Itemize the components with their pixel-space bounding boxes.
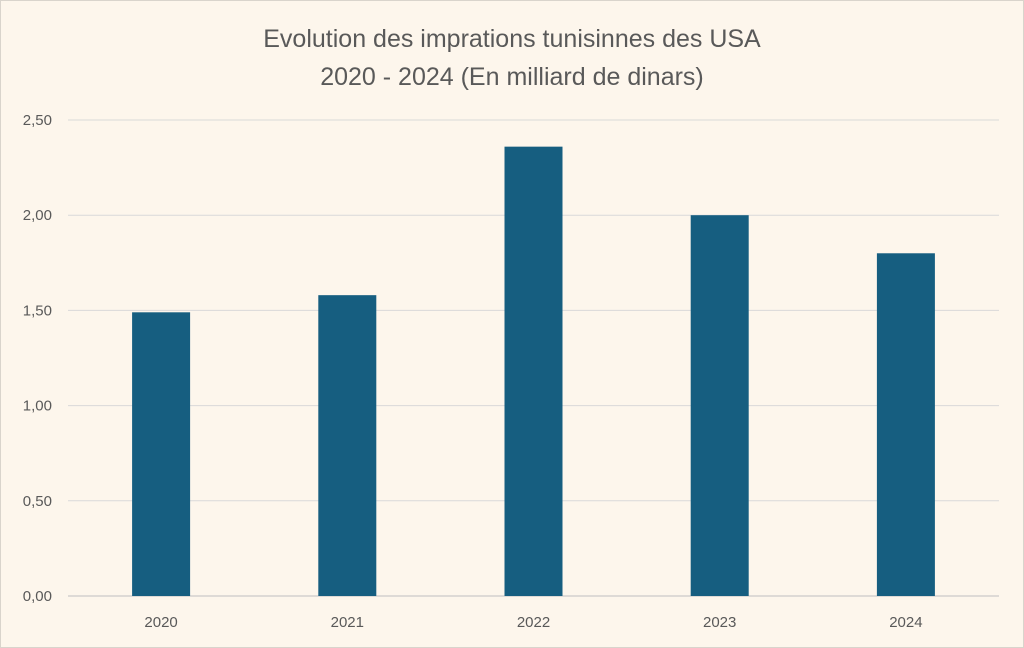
x-tick-label: 2023: [703, 614, 736, 631]
chart-subtitle: 2020 - 2024 (En milliard de dinars): [320, 63, 704, 91]
bar-2020: [132, 312, 191, 596]
y-tick-label: 1,00: [23, 398, 52, 415]
bar-2022: [504, 146, 563, 596]
x-tick-label: 2020: [144, 614, 177, 631]
bars: [132, 146, 935, 596]
y-tick-label: 1,50: [23, 302, 52, 319]
chart-title: Evolution des imprations tunisinnes des …: [263, 25, 761, 53]
y-tick-label: 0,50: [23, 493, 52, 510]
x-axis-ticks: 2020 2021 2022 2023 2024: [144, 614, 922, 631]
y-tick-label: 2,50: [23, 112, 52, 129]
x-tick-label: 2021: [331, 614, 364, 631]
y-tick-label: 0,00: [23, 588, 52, 605]
y-axis-ticks: 0,00 0,50 1,00 1,50 2,00 2,50: [23, 112, 52, 605]
bar-2024: [876, 253, 935, 596]
x-tick-label: 2022: [517, 614, 550, 631]
chart-title-block: Evolution des imprations tunisinnes des …: [0, 20, 1024, 96]
y-tick-label: 2,00: [23, 207, 52, 224]
x-tick-label: 2024: [889, 614, 922, 631]
bar-2021: [318, 295, 377, 596]
bar-2023: [690, 215, 749, 596]
